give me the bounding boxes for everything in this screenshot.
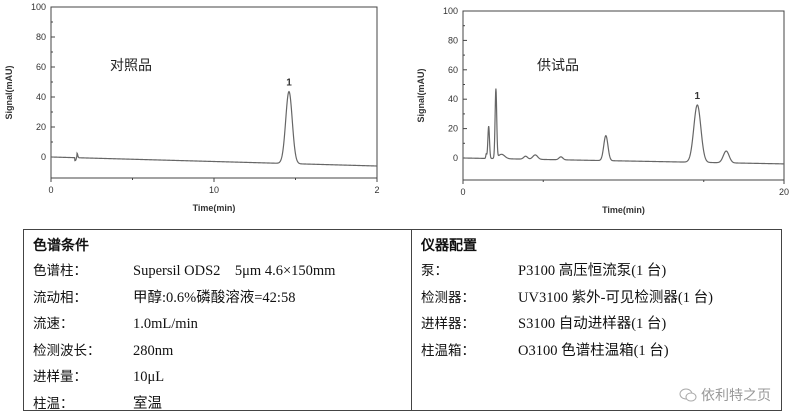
peak-label: 1: [695, 91, 701, 102]
table-row: 泵： P3100 高压恒流泵(1 台): [421, 258, 781, 285]
y-tick-label: 40: [36, 92, 46, 102]
y-tick-label: 60: [36, 62, 46, 72]
y-tick-label: 20: [448, 124, 458, 134]
x-tick-label: 0: [48, 185, 53, 195]
param-label: 泵：: [421, 263, 448, 279]
param-label: 检测器：: [421, 289, 475, 306]
param-value: 1.0mL/min: [133, 316, 198, 332]
table-row: 色谱柱： Supersil ODS2 5μm 4.6×150mm: [33, 258, 411, 285]
table-row: 柱温： 室温: [33, 391, 411, 418]
conditions-table: 色谱条件 色谱柱： Supersil ODS2 5μm 4.6×150mm 流动相：…: [23, 229, 782, 412]
chart-1: 0 20 40 60 80 100 0 10 2 Time(min) Signal(mAU) 对照品 1: [4, 2, 380, 213]
watermark-text: 依利特之页: [701, 388, 771, 404]
table-row: 进样器： S3100 自动进样器(1 台): [421, 311, 781, 338]
table-row: 检测器： UV3100 紫外-可见检测器(1 台): [421, 285, 781, 312]
instrument-configuration: 仪器配置 泵： P3100 高压恒流泵(1 台) 检测器： UV3100 紫外-可见检…: [412, 230, 781, 410]
y-tick-label: 0: [453, 153, 458, 163]
param-label: 检测波长：: [33, 342, 101, 359]
param-value: P3100 高压恒流泵(1 台): [518, 263, 667, 279]
plot-frame: [50, 6, 378, 179]
param-label: 流速：: [33, 316, 74, 332]
param-value: 280nm: [133, 342, 174, 359]
param-value: 甲醇:0.6%磷酸溶液=42:58: [133, 289, 296, 306]
x-tick-label: 10: [209, 185, 219, 195]
sample-annotation: 供试品: [537, 58, 579, 74]
plot-frame: [462, 10, 785, 181]
param-label: 进样器：: [421, 316, 475, 332]
param-value: 10μL: [133, 369, 165, 385]
x-tick-label: 0: [460, 187, 465, 197]
signal-trace: [50, 90, 378, 167]
param-label: 进样量：: [33, 369, 87, 385]
param-value: O3100 色谱柱温箱(1 台): [518, 342, 669, 359]
param-label: 柱温箱：: [421, 342, 475, 359]
param-value: Supersil ODS2 5μm 4.6×150mm: [133, 263, 336, 279]
x-axis-label: Time(min): [193, 203, 236, 213]
section-title: 色谱条件: [33, 238, 89, 254]
section-title: 仪器配置: [421, 238, 477, 254]
y-axis-label: Signal(mAU): [4, 65, 14, 119]
y-tick-label: 100: [443, 6, 458, 16]
x-axis-label: Time(min): [602, 205, 645, 215]
table-row: 流速： 1.0mL/min: [33, 311, 411, 338]
watermark: 依利特之页: [679, 385, 771, 405]
y-tick-label: 40: [448, 94, 458, 104]
y-tick-label: 60: [448, 65, 458, 75]
param-label: 柱温：: [33, 395, 74, 412]
peak-label: 1: [286, 78, 292, 89]
wechat-icon: [679, 388, 697, 402]
x-tick-label: 2: [374, 185, 379, 195]
table-row: 流动相： 甲醇:0.6%磷酸溶液=42:58: [33, 285, 411, 312]
param-value: S3100 自动进样器(1 台): [518, 316, 667, 332]
table-row: 柱温箱： O3100 色谱柱温箱(1 台): [421, 338, 781, 365]
y-tick-label: 20: [36, 122, 46, 132]
param-label: 色谱柱：: [33, 263, 87, 279]
chromatography-conditions: 色谱条件 色谱柱： Supersil ODS2 5μm 4.6×150mm 流动相：…: [24, 230, 412, 412]
table-row: 检测波长： 280nm: [33, 338, 411, 365]
param-value: UV3100 紫外-可见检测器(1 台): [518, 289, 713, 306]
y-tick-label: 100: [31, 2, 46, 12]
y-tick-label: 80: [448, 35, 458, 45]
y-tick-label: 0: [41, 152, 46, 162]
chart-2: 0 20 40 60 80 100 0 20 Time(min) Signal(mAU) 供试品 1: [416, 6, 789, 215]
sample-annotation: 对照品: [110, 58, 152, 74]
x-tick-label: 20: [779, 187, 789, 197]
param-value: 室温: [133, 395, 162, 412]
y-axis-label: Signal(mAU): [416, 68, 426, 122]
y-tick-label: 80: [36, 32, 46, 42]
signal-trace: [463, 88, 784, 165]
table-row: 进样量： 10μL: [33, 364, 411, 391]
param-label: 流动相：: [33, 289, 87, 306]
